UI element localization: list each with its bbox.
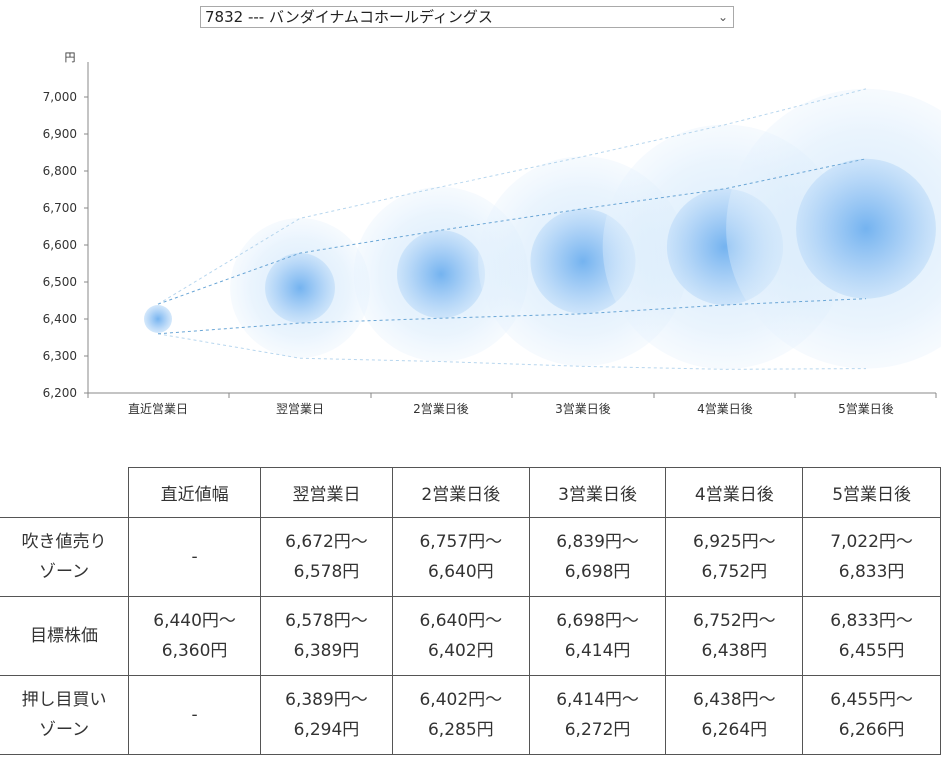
table-cell: - — [128, 675, 262, 755]
bubble-layer — [144, 88, 941, 370]
y-tick-label: 6,700 — [43, 201, 77, 215]
table-row: 吹き値売り ゾーン -6,672円～ 6,578円 6,757円～ 6,640円 6,839… — [0, 517, 941, 597]
table-cell: 6,752円～ 6,438円 — [665, 596, 804, 676]
table-cell: 6,833円～ 6,455円 — [802, 596, 941, 676]
outer-low-line — [157, 333, 867, 370]
table-cell: 6,440円～ 6,360円 — [128, 596, 262, 676]
table-row: 目標株価 6,440円～ 6,360円 6,578円～ 6,389円 6,640円～ 6,4… — [0, 596, 941, 676]
table-row-label: 目標株価 — [0, 596, 130, 676]
table-row-label: 吹き値売り ゾーン — [0, 517, 130, 597]
table-cell: 6,925円～ 6,752円 — [665, 517, 804, 597]
table-cell: 6,455円～ 6,266円 — [802, 675, 941, 755]
target-bubble — [265, 252, 335, 323]
table-cell: 6,578円～ 6,389円 — [260, 596, 393, 676]
y-tick-label: 6,500 — [43, 275, 77, 289]
table-cell: 7,022円～ 6,833円 — [802, 517, 941, 597]
price-table: 直近値幅 翌営業日 2営業日後 3営業日後 4営業日後 5営業日後 吹き値売り ゾーン -6,… — [0, 467, 941, 755]
x-tick-label: 2営業日後 — [413, 402, 469, 416]
y-tick-label: 6,300 — [43, 349, 77, 363]
x-tick-label: 5営業日後 — [838, 402, 894, 416]
table-cell: - — [128, 517, 262, 597]
table-body: 吹き値売り ゾーン -6,672円～ 6,578円 6,757円～ 6,640円 6,839… — [0, 517, 941, 755]
table-cell: 6,438円～ 6,264円 — [665, 675, 804, 755]
table-header-cell: 直近値幅 — [128, 467, 262, 518]
x-tick-label: 3営業日後 — [555, 402, 611, 416]
axes: 円 6,200 6,300 6,400 6,500 6,600 6,700 6,800 6,90… — [43, 51, 937, 416]
table-cell: 6,839円～ 6,698円 — [528, 517, 667, 597]
table-cell: 6,389円～ 6,294円 — [260, 675, 393, 755]
x-tick-label: 4営業日後 — [697, 402, 753, 416]
y-tick-label: 6,200 — [43, 386, 77, 400]
table-cell: 6,757円～ 6,640円 — [391, 517, 530, 597]
table-header-cell: 翌営業日 — [260, 467, 393, 518]
table-row-label: 押し目買い ゾーン — [0, 675, 130, 755]
table-cell: 6,672円～ 6,578円 — [260, 517, 393, 597]
table-cell: 6,402円～ 6,285円 — [391, 675, 530, 755]
x-tick-label: 直近営業日 — [128, 402, 188, 416]
outer-high-line — [157, 88, 867, 305]
table-row: 押し目買い ゾーン -6,389円～ 6,294円 6,402円～ 6,285円 6,414… — [0, 675, 941, 755]
table-cell: 6,640円～ 6,402円 — [391, 596, 530, 676]
y-tick-label: 6,600 — [43, 238, 77, 252]
y-tick-label: 6,900 — [43, 127, 77, 141]
x-tick-label: 翌営業日 — [276, 402, 324, 416]
chevron-down-icon: ⌄ — [717, 10, 728, 24]
range-lines — [157, 88, 867, 370]
y-tick-label: 7,000 — [43, 90, 77, 104]
stock-select[interactable]: 7832 --- バンダイナムコホールディングス ⌄ — [200, 6, 734, 28]
y-tick-label: 6,400 — [43, 312, 77, 326]
target-low-line — [157, 298, 867, 335]
price-forecast-chart: 円 6,200 6,300 6,400 6,500 6,600 6,700 6,800 6,90… — [43, 51, 941, 416]
stock-select-value: 7832 --- バンダイナムコホールディングス — [205, 8, 493, 26]
target-bubble — [796, 158, 936, 299]
table-header-cell: 3営業日後 — [528, 467, 667, 518]
table-cell: 6,414円～ 6,272円 — [528, 675, 667, 755]
y-tick-label: 6,800 — [43, 164, 77, 178]
table-header-row: 直近値幅 翌営業日 2営業日後 3営業日後 4営業日後 5営業日後 — [0, 467, 941, 518]
target-bubble — [144, 305, 172, 333]
target-bubble — [396, 230, 486, 319]
table-cell: 6,698円～ 6,414円 — [528, 596, 667, 676]
table-corner-cell — [0, 467, 130, 518]
table-header-cell: 5営業日後 — [802, 467, 941, 518]
table-header-cell: 4営業日後 — [665, 467, 804, 518]
table-header-cell: 2営業日後 — [391, 467, 530, 518]
y-unit-label: 円 — [65, 51, 76, 64]
